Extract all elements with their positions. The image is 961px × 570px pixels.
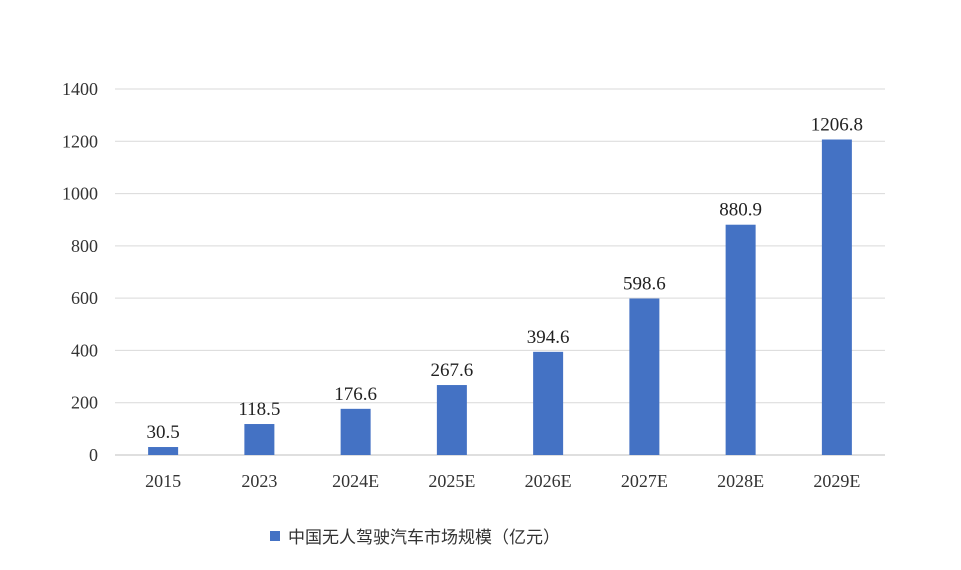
data-label: 267.6 [431,360,474,381]
bars [148,139,852,455]
y-tick-label: 800 [71,236,98,256]
y-tick-label: 0 [89,445,98,465]
data-label: 118.5 [238,399,280,420]
bar-2029E [821,139,852,455]
y-tick-label: 1000 [62,184,98,204]
x-tick-label: 2015 [145,471,181,491]
bar-2028E [725,224,756,455]
y-tick-label: 1400 [62,79,98,99]
bar-2024E [340,408,371,455]
y-tick-label: 400 [71,340,98,360]
data-label: 176.6 [334,384,377,405]
legend-label: 中国无人驾驶汽车市场规模（亿元） [288,528,560,548]
x-axis-ticks: 2015 2023 2024E 2025E 2026E 2027E 2028E 2029E [145,471,860,491]
x-tick-label: 2024E [332,471,379,491]
bar-2015 [148,447,179,455]
bar-2027E [629,298,660,455]
bar-2026E [533,351,564,455]
x-tick-label: 2023 [241,471,277,491]
legend: 中国无人驾驶汽车市场规模（亿元） [270,523,560,548]
data-label: 880.9 [719,200,762,221]
data-label: 1206.8 [811,115,863,136]
y-tick-label: 200 [71,393,98,413]
x-tick-label: 2026E [525,471,572,491]
gridlines [115,88,885,456]
bar-2023 [244,424,275,455]
x-tick-label: 2027E [621,471,668,491]
data-label: 598.6 [623,274,666,295]
x-tick-label: 2028E [717,471,764,491]
legend-swatch [270,530,280,541]
bar-2025E [436,385,467,455]
data-labels: 30.5 118.5 176.6 267.6 394.6 598.6 880.9 1206.8 [147,115,864,444]
x-tick-label: 2029E [813,471,860,491]
data-label: 394.6 [527,327,570,348]
y-tick-label: 600 [71,288,98,308]
y-tick-label: 1200 [62,131,98,151]
x-tick-label: 2025E [428,471,475,491]
data-label: 30.5 [147,422,180,443]
y-axis-ticks: 0 200 400 600 800 1000 1200 1400 [62,79,98,465]
